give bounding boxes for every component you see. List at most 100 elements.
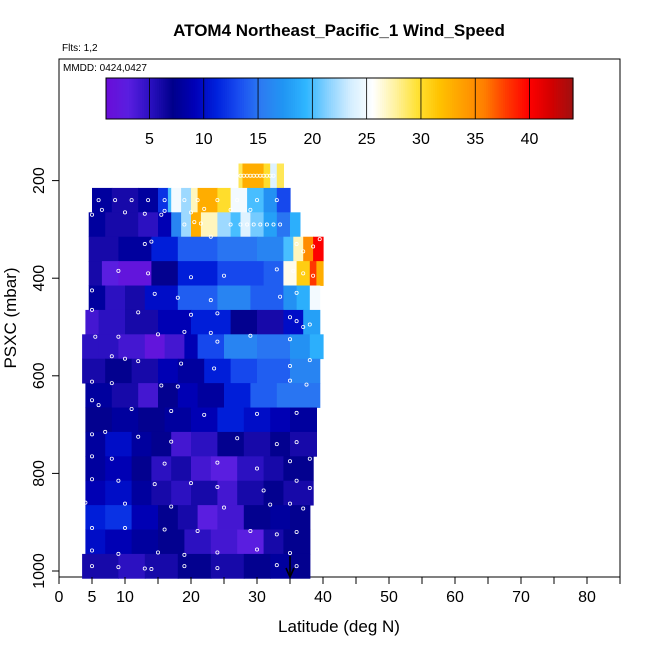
colorbar-tick-label: 25 [358, 131, 376, 148]
heatmap-cell [191, 480, 218, 506]
sample-point [136, 359, 141, 364]
colorbar-slice [449, 78, 453, 119]
y-tick-label: 600 [31, 362, 48, 389]
heatmap-cell [283, 236, 294, 262]
heatmap-cell [191, 407, 218, 433]
colorbar-slice [239, 78, 243, 119]
colorbar-slice [356, 78, 360, 119]
colorbar-slice [379, 78, 383, 119]
colorbar-slice [120, 78, 124, 119]
heatmap-cell [118, 261, 152, 286]
sample-point [202, 206, 207, 211]
colorbar-slice [173, 78, 177, 119]
heatmap-cell [105, 431, 133, 457]
heatmap-cell [230, 358, 258, 384]
heatmap-cell [111, 383, 139, 408]
x-tick-label: 30 [248, 589, 266, 606]
colorbar-slice [243, 78, 247, 119]
sample-point [294, 319, 299, 324]
colorbar-slice [154, 78, 158, 119]
colorbar-slice [407, 78, 411, 119]
heatmap-cell [250, 383, 278, 408]
colorbar-slice [201, 78, 205, 119]
sample-point [208, 330, 213, 335]
colorbar-slice [405, 78, 409, 119]
colorbar-slice [435, 78, 438, 119]
heatmap-cell [105, 212, 139, 238]
colorbar-slice [233, 78, 237, 119]
colorbar-slice [386, 78, 389, 119]
x-tick-label: 80 [578, 589, 596, 606]
heatmap-cell [303, 236, 314, 262]
sample-point [109, 381, 114, 386]
heatmap-cell [283, 261, 298, 286]
heatmap-cell [313, 236, 324, 262]
colorbar-slice [333, 78, 336, 119]
heatmap-cell [82, 334, 100, 360]
sample-point [169, 408, 174, 413]
heatmap-cell [85, 309, 100, 335]
colorbar-slice [316, 78, 319, 119]
sample-point [208, 234, 213, 239]
colorbar-slice [252, 78, 256, 119]
sample-point [254, 411, 259, 416]
colorbar-slice [112, 78, 116, 119]
colorbar-slice [517, 78, 521, 119]
heatmap-cell [171, 187, 182, 213]
sample-point [235, 198, 240, 203]
heatmap-cell [177, 383, 199, 408]
heatmap-cell [98, 334, 119, 360]
colorbar-slice [360, 78, 364, 119]
colorbar-slice [371, 78, 375, 119]
colorbar-slice [341, 78, 345, 119]
heatmap-cell [238, 163, 244, 189]
colorbar-slice [420, 78, 423, 119]
sample-point [152, 482, 157, 487]
heatmap-cell [151, 480, 172, 506]
colorbar-slice [547, 78, 551, 119]
heatmap-cell [144, 334, 166, 360]
heatmap-cell [263, 163, 271, 189]
heatmap-cell [290, 212, 301, 238]
colorbar-slice [424, 78, 428, 119]
sample-point [90, 477, 95, 482]
colorbar-slice [180, 78, 184, 119]
colorbar-slice [418, 78, 421, 119]
heatmap-cell [270, 505, 291, 530]
heatmap-cell [144, 553, 179, 579]
sample-point [175, 384, 180, 389]
sample-point [287, 337, 292, 342]
heatmap-cell [283, 285, 298, 311]
sample-point [90, 398, 95, 403]
sample-point [271, 222, 276, 227]
plot-frame [58, 58, 621, 578]
sample-point [278, 294, 283, 299]
colorbar-slice [460, 78, 464, 119]
colorbar-slice [188, 78, 192, 119]
heatmap-cell [257, 334, 291, 360]
colorbar-slice [339, 78, 343, 119]
colorbar-slice [519, 78, 523, 119]
colorbar-slice [458, 78, 462, 119]
colorbar-slice [507, 78, 510, 119]
heatmap-cell [243, 407, 271, 433]
colorbar-slice [564, 78, 568, 119]
heatmap-cell [217, 261, 265, 286]
colorbar-slice [426, 78, 430, 119]
heatmap-cell [88, 261, 103, 286]
colorbar-slice [297, 78, 300, 119]
sample-point [123, 501, 128, 506]
colorbar-slice [292, 78, 296, 119]
sample-point [294, 529, 299, 534]
heatmap-cell [257, 309, 284, 335]
x-axis-label: Latitude (deg N) [278, 617, 400, 636]
heatmap-cell [191, 456, 212, 482]
heatmap-cell [171, 480, 192, 506]
sample-point [146, 271, 151, 276]
colorbar-tick-label: 20 [303, 131, 321, 148]
sample-point [245, 222, 250, 227]
colorbar-slice [388, 78, 392, 119]
colorbar-slice [125, 78, 128, 119]
heatmap-cell [144, 285, 179, 311]
colorbar-slice [473, 78, 476, 119]
